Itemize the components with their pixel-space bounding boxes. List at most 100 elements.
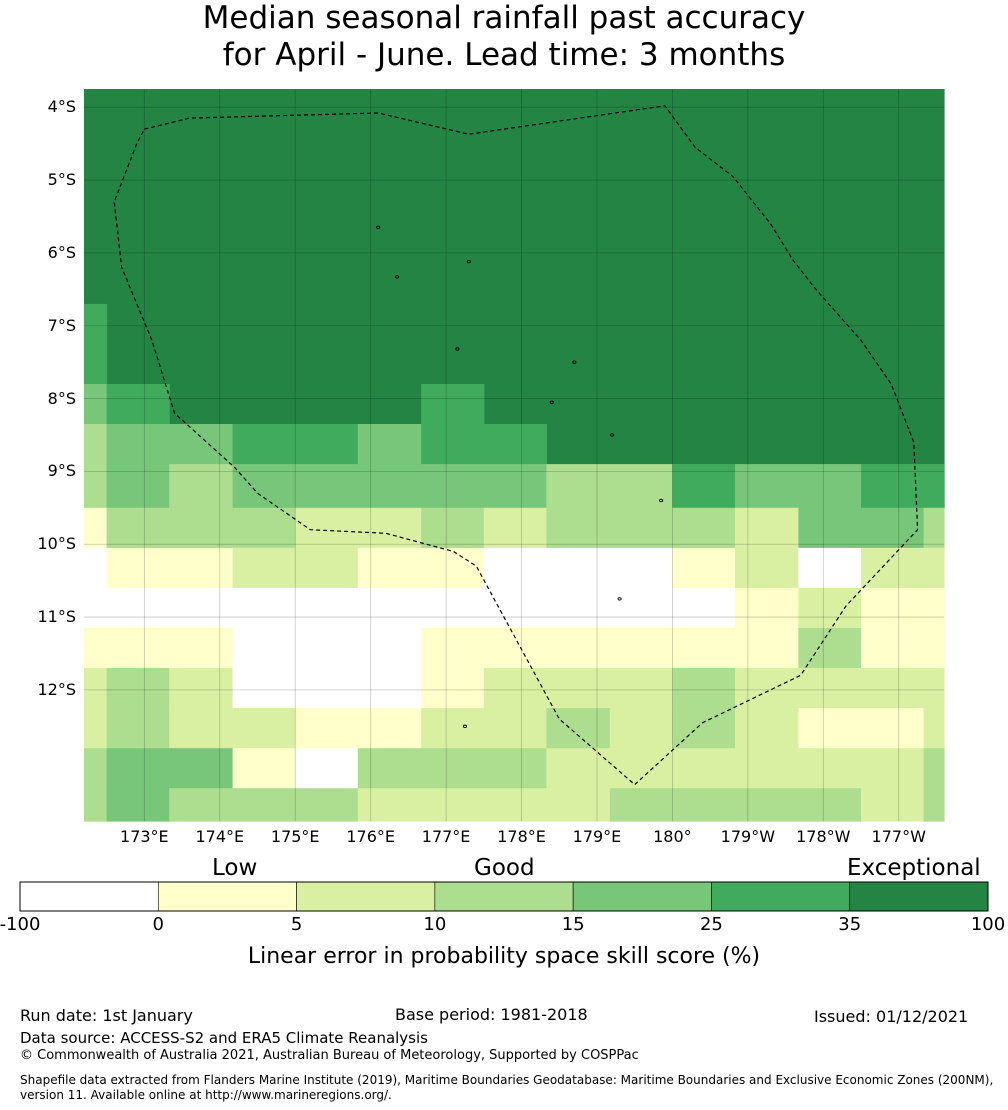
colorbar-tick-label: -100: [0, 914, 41, 935]
grid-cell: [546, 507, 736, 549]
islet-i: [617, 597, 622, 601]
category-label-exceptional: Exceptional: [847, 855, 981, 881]
grid-cell: [546, 708, 611, 749]
grid-cell: [798, 708, 925, 749]
islet-j: [462, 724, 468, 728]
grid-cell: [421, 708, 547, 749]
grid-cell: [357, 424, 422, 465]
grid-cell: [169, 708, 296, 749]
longitude-tick-label: 179°E: [572, 827, 622, 846]
grid-cell: [84, 507, 108, 549]
grid-cell: [923, 708, 945, 749]
grid-cell: [546, 748, 925, 789]
grid-cell: [106, 547, 234, 589]
chart-title-line-2: for April - June. Lead time: 3 months: [222, 37, 786, 73]
grid-cell: [169, 668, 234, 709]
grid-cell: [295, 708, 422, 749]
grid-cell: [106, 424, 234, 465]
grid-cell: [861, 547, 945, 589]
run-date: Run date: 1st January: [20, 1006, 193, 1025]
grid-cell: [106, 788, 170, 822]
copyright-notice: © Commonwealth of Australia 2021, Austra…: [20, 1048, 639, 1063]
longitude-tick-label: 177°E: [421, 827, 471, 846]
grid-cell: [169, 464, 234, 509]
grid-cell: [672, 464, 736, 509]
grid-cell: [232, 424, 359, 465]
islet-e: [572, 360, 577, 364]
latitude-tick-label: 11°S: [37, 607, 76, 627]
longitude-tick-label: 178°E: [497, 827, 546, 846]
colorbar-tick-label: 25: [699, 914, 723, 935]
grid-cell: [483, 424, 547, 465]
skill-score-map: [84, 89, 945, 822]
colorbar-swatch: [157, 881, 297, 912]
latitude-tick-label: 7°S: [47, 315, 76, 335]
grid-cell: [923, 748, 945, 789]
grid-cell: [798, 587, 862, 629]
latitude-tick-label: 6°S: [47, 242, 76, 262]
grid-cell: [421, 628, 799, 669]
grid-cell: [421, 788, 611, 822]
issued-date: Issued: 01/12/2021: [814, 1007, 969, 1026]
grid-cell: [232, 628, 422, 669]
islet-b: [466, 259, 471, 264]
colorbar-tick-label: 5: [290, 914, 303, 935]
grid-cell: [861, 788, 925, 822]
longitude-tick-label: 174°E: [195, 827, 245, 846]
skill-grid: [84, 89, 945, 822]
grid-cell: [295, 748, 359, 789]
longitude-tick-label: 179°W: [720, 827, 776, 846]
grid-cell: [84, 708, 108, 749]
grid-cell: [84, 303, 108, 385]
grid-cell: [672, 668, 736, 709]
grid-cell: [106, 507, 296, 549]
colorbar-swatch: [434, 881, 574, 912]
latitude-tick-label: 4°S: [47, 97, 76, 117]
grid-cell: [483, 507, 547, 549]
colorbar-tick-label: 10: [423, 914, 447, 935]
grid-cell: [106, 384, 170, 425]
grid-cell: [106, 708, 170, 749]
colorbar-swatch: [19, 881, 159, 912]
islet-d: [455, 347, 460, 351]
grid-cell: [295, 507, 422, 549]
islet-a: [376, 225, 381, 230]
colorbar-swatch: [849, 881, 989, 912]
longitude-tick-label: 176°E: [346, 827, 395, 846]
grid-cell: [798, 547, 862, 589]
grid-cell: [735, 668, 945, 709]
grid-cell: [232, 668, 422, 709]
islet-h: [659, 498, 664, 503]
colorbar-swatch: [572, 881, 712, 912]
longitude-tick-label: 173°E: [120, 827, 169, 846]
grid-cell: [232, 748, 296, 789]
grid-cell: [106, 748, 234, 789]
grid-cell: [861, 587, 945, 629]
islet-c: [395, 275, 400, 279]
category-label-good: Good: [474, 855, 535, 881]
colorbar-tick-label: 15: [561, 914, 585, 935]
grid-cell: [735, 708, 799, 749]
grid-cell: [735, 507, 799, 549]
longitude-tick-label: 180°: [653, 827, 692, 846]
grid-cell: [735, 547, 799, 589]
longitude-tick-label: 177°W: [871, 827, 926, 846]
latitude-tick-label: 10°S: [37, 534, 76, 554]
data-source: Data source: ACCESS-S2 and ERA5 Climate …: [20, 1029, 428, 1047]
map-graticule: [84, 89, 944, 821]
grid-cell: [357, 748, 547, 789]
grid-cell: [232, 464, 547, 509]
grid-cell: [84, 547, 108, 589]
grid-cell: [84, 424, 108, 509]
latitude-tick-label: 9°S: [47, 461, 76, 481]
longitude-tick-label: 175°E: [270, 827, 320, 846]
grid-cell: [357, 547, 485, 589]
shapefile-credit-line-1: Shapefile data extracted from Flanders M…: [20, 1073, 994, 1087]
grid-cell: [169, 788, 359, 822]
grid-cell: [106, 464, 170, 509]
grid-cell: [923, 788, 945, 822]
base-period: Base period: 1981-2018: [395, 1005, 588, 1024]
grid-cell: [672, 547, 736, 589]
colorbar-tick-label: 0: [152, 914, 164, 935]
islet-g: [610, 433, 615, 437]
